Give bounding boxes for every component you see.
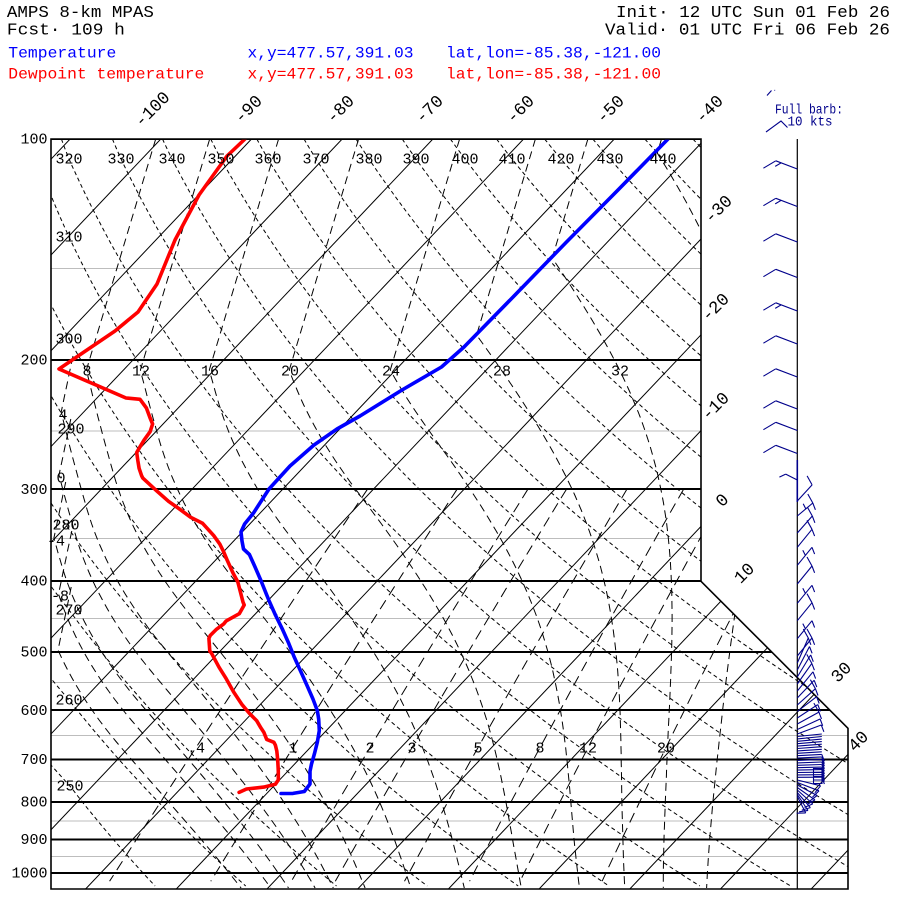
- svg-text:x,y=477.57,391.03: x,y=477.57,391.03: [248, 66, 414, 84]
- svg-text:8: 8: [82, 364, 91, 381]
- svg-text:390: 390: [402, 152, 429, 169]
- svg-text:Dewpoint temperature: Dewpoint temperature: [8, 66, 204, 84]
- svg-text:24: 24: [382, 364, 400, 381]
- svg-text:380: 380: [355, 152, 382, 169]
- svg-text:3: 3: [407, 740, 416, 757]
- svg-text:2: 2: [365, 740, 374, 757]
- svg-text:900: 900: [20, 832, 47, 849]
- svg-text:16: 16: [201, 364, 219, 381]
- svg-text:20: 20: [657, 740, 675, 757]
- svg-text:360: 360: [254, 152, 281, 169]
- svg-text:440: 440: [649, 152, 676, 169]
- svg-text:-4: -4: [47, 534, 65, 551]
- svg-text:430: 430: [596, 152, 623, 169]
- svg-text:AMPS 8-km MPAS: AMPS 8-km MPAS: [7, 4, 154, 23]
- svg-text:0: 0: [56, 471, 65, 488]
- svg-text:10 kts: 10 kts: [788, 115, 833, 131]
- svg-text:4: 4: [58, 408, 67, 425]
- svg-text:lat,lon=-85.38,-121.00: lat,lon=-85.38,-121.00: [446, 66, 661, 84]
- svg-text:410: 410: [498, 152, 525, 169]
- svg-text:-8: -8: [51, 589, 69, 606]
- svg-text:12: 12: [132, 364, 150, 381]
- svg-text:340: 340: [158, 152, 185, 169]
- svg-text:270: 270: [55, 603, 82, 620]
- svg-text:Valid· 01 UTC Fri 06 Feb 26: Valid· 01 UTC Fri 06 Feb 26: [605, 22, 890, 41]
- svg-text:280: 280: [52, 518, 79, 535]
- svg-text:100: 100: [20, 132, 47, 149]
- svg-text:700: 700: [20, 752, 47, 769]
- svg-text:500: 500: [20, 645, 47, 662]
- svg-text:400: 400: [20, 574, 47, 591]
- svg-text:5: 5: [473, 740, 482, 757]
- svg-text:370: 370: [302, 152, 329, 169]
- svg-text:420: 420: [547, 152, 574, 169]
- svg-text:32: 32: [611, 364, 629, 381]
- svg-text:250: 250: [56, 779, 83, 796]
- svg-text:8: 8: [535, 740, 544, 757]
- svg-text:12: 12: [579, 740, 597, 757]
- svg-text:1: 1: [288, 740, 297, 757]
- svg-text:Temperature: Temperature: [8, 45, 116, 63]
- svg-text:200: 200: [20, 353, 47, 370]
- svg-text:600: 600: [20, 703, 47, 720]
- svg-text:310: 310: [55, 230, 82, 247]
- svg-text:1000: 1000: [11, 866, 47, 883]
- svg-text:20: 20: [281, 364, 299, 381]
- svg-text:Init· 12 UTC Sun 01 Feb 26: Init· 12 UTC Sun 01 Feb 26: [616, 4, 890, 23]
- svg-text:Fcst· 109 h: Fcst· 109 h: [7, 22, 125, 41]
- svg-text:28: 28: [493, 364, 511, 381]
- svg-text:300: 300: [55, 332, 82, 349]
- svg-text:290: 290: [57, 422, 84, 439]
- svg-text:Full barb:: Full barb:: [775, 103, 843, 119]
- svg-text:lat,lon=-85.38,-121.00: lat,lon=-85.38,-121.00: [446, 45, 661, 63]
- svg-text:800: 800: [20, 795, 47, 812]
- svg-text:.4: .4: [187, 740, 205, 757]
- svg-text:300: 300: [20, 482, 47, 499]
- svg-text:260: 260: [55, 693, 82, 710]
- svg-text:x,y=477.57,391.03: x,y=477.57,391.03: [248, 45, 414, 63]
- svg-text:400: 400: [451, 152, 478, 169]
- svg-text:350: 350: [207, 152, 234, 169]
- svg-text:330: 330: [107, 152, 134, 169]
- svg-text:320: 320: [55, 152, 82, 169]
